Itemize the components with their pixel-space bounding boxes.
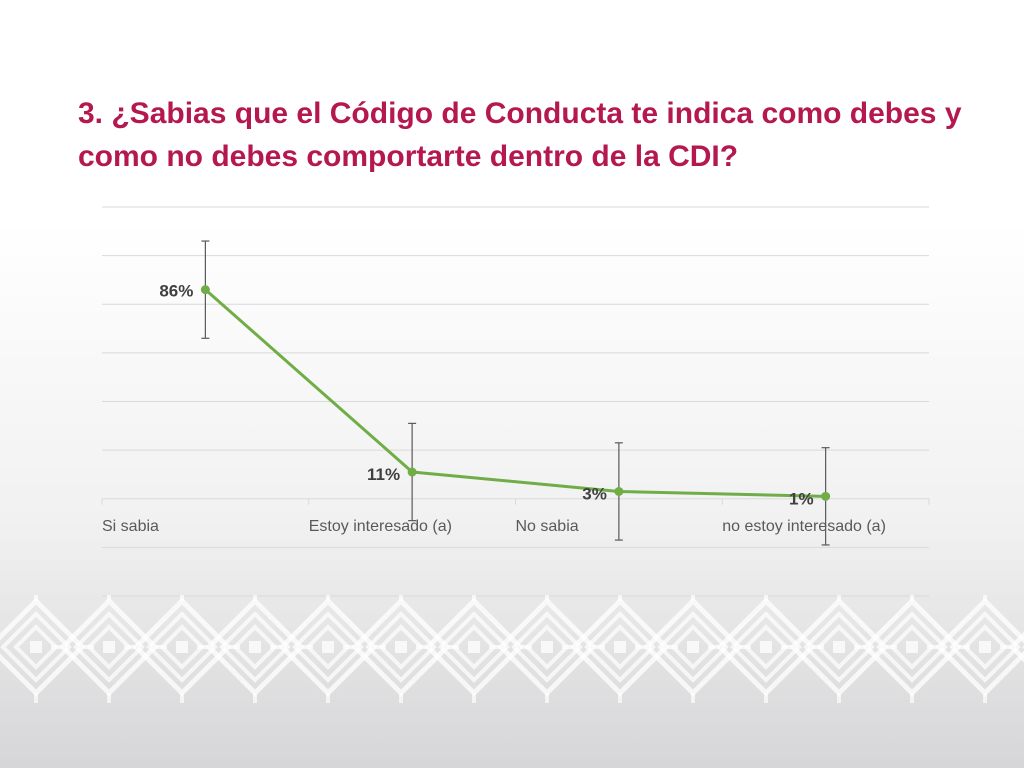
gridlines bbox=[102, 206, 929, 597]
slide-title: 3. ¿Sabias que el Código de Conducta te … bbox=[78, 97, 962, 173]
decorative-pattern-band bbox=[0, 595, 1024, 768]
series-polyline bbox=[204, 288, 826, 498]
data-point bbox=[614, 486, 624, 496]
data-labels: 86% 11% 3% 1% bbox=[159, 282, 813, 509]
x-tick-label: Estoy interesado (a) bbox=[309, 518, 452, 535]
series-line bbox=[200, 285, 831, 501]
data-label: 86% bbox=[159, 282, 193, 301]
slide-top-band bbox=[0, 0, 1024, 90]
x-tick-label: No sabia bbox=[516, 518, 579, 535]
category-axis: Si sabia Estoy interesado (a) No sabia no e… bbox=[101, 498, 930, 535]
data-label: 3% bbox=[582, 484, 607, 503]
data-point bbox=[821, 491, 831, 501]
x-tick-label: Si sabia bbox=[102, 518, 159, 535]
data-label: 1% bbox=[789, 489, 814, 508]
x-tick-label: no estoy interesado (a) bbox=[722, 518, 886, 535]
data-point bbox=[200, 285, 210, 295]
data-label: 11% bbox=[367, 465, 400, 484]
data-point bbox=[407, 467, 417, 477]
pattern-motif bbox=[1000, 595, 1024, 703]
